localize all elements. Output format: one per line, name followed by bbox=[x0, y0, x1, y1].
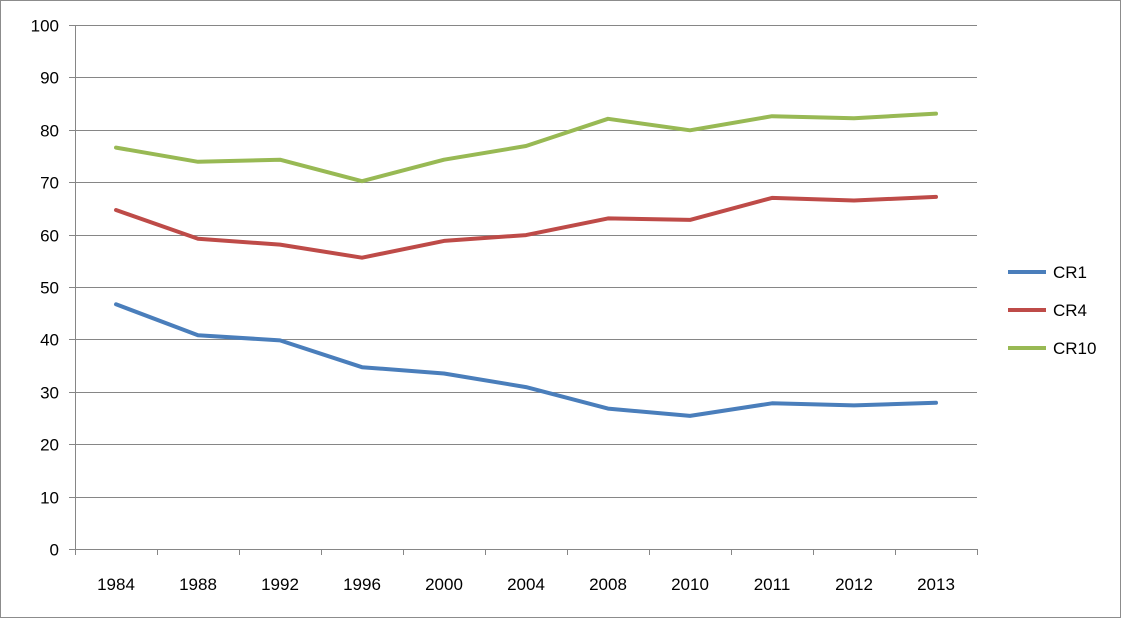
x-tick-labels: 1984 1988 1992 1996 2000 2004 2008 2010 2011 2012… bbox=[97, 575, 955, 594]
y-tick-label: 50 bbox=[40, 279, 59, 298]
x-tick-label: 2000 bbox=[425, 575, 463, 594]
x-tick-label: 2012 bbox=[835, 575, 873, 594]
y-tick-label: 20 bbox=[40, 436, 59, 455]
y-tick-label: 30 bbox=[40, 384, 59, 403]
y-tick-label: 40 bbox=[40, 331, 59, 350]
series-line-cr1 bbox=[114, 302, 938, 418]
legend-label-cr4: CR4 bbox=[1053, 301, 1087, 320]
x-tick-label: 2011 bbox=[754, 575, 791, 594]
x-tick-label: 2010 bbox=[671, 575, 709, 594]
y-tick-label: 10 bbox=[40, 489, 59, 508]
y-tick-label: 70 bbox=[40, 174, 59, 193]
x-tick-label: 1984 bbox=[97, 575, 135, 594]
series-line-cr10 bbox=[114, 111, 938, 184]
y-tick-label: 100 bbox=[31, 17, 59, 36]
legend: CR1 CR4 CR10 bbox=[1008, 263, 1096, 358]
legend-label-cr1: CR1 bbox=[1053, 263, 1087, 282]
x-tick-label: 2004 bbox=[507, 575, 545, 594]
series-lines bbox=[114, 111, 938, 418]
x-tick-label: 2008 bbox=[589, 575, 627, 594]
x-tick-label: 1992 bbox=[261, 575, 299, 594]
x-tick-label: 1988 bbox=[179, 575, 217, 594]
x-tick-label: 1996 bbox=[343, 575, 381, 594]
y-tick-label: 80 bbox=[40, 122, 59, 141]
series-line-cr4 bbox=[114, 194, 938, 260]
y-tick-label: 90 bbox=[40, 69, 59, 88]
grid-lines bbox=[75, 25, 977, 498]
axes bbox=[69, 25, 978, 555]
y-tick-labels: 0 10 20 30 40 50 60 70 80 90 100 bbox=[31, 17, 59, 560]
x-tick-label: 2013 bbox=[917, 575, 955, 594]
y-tick-label: 60 bbox=[40, 227, 59, 246]
legend-label-cr10: CR10 bbox=[1053, 339, 1096, 358]
y-tick-label: 0 bbox=[50, 541, 59, 560]
